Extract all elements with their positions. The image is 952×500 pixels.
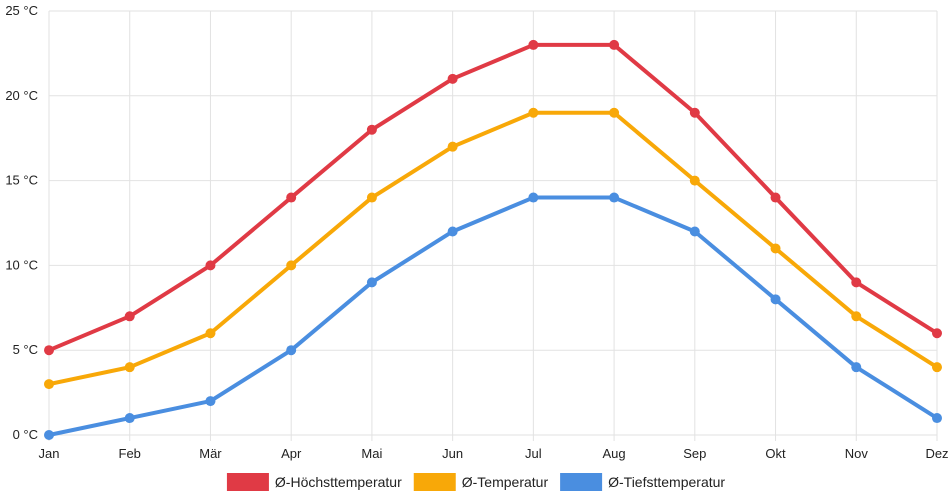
data-point[interactable] [447, 141, 458, 152]
data-point[interactable] [124, 413, 135, 424]
data-point[interactable] [851, 277, 862, 288]
data-point[interactable] [447, 73, 458, 84]
x-tick-label: Feb [119, 446, 141, 461]
data-point[interactable] [932, 328, 942, 339]
series-3 [44, 192, 942, 440]
y-tick-label: 25 °C [5, 3, 38, 18]
data-point[interactable] [447, 226, 458, 237]
data-point[interactable] [366, 277, 377, 288]
data-point[interactable] [609, 107, 620, 118]
legend-item[interactable]: Ø-Temperatur [413, 473, 549, 491]
x-tick-label: Jan [39, 446, 60, 461]
data-point[interactable] [851, 311, 862, 322]
legend-label: Ø-Höchsttemperatur [275, 474, 402, 490]
x-tick-label: Okt [765, 446, 786, 461]
series-line [47, 110, 939, 387]
data-point[interactable] [124, 311, 135, 322]
data-point[interactable] [609, 39, 620, 50]
data-point[interactable] [44, 379, 54, 390]
data-point[interactable] [366, 124, 377, 135]
legend-swatch [560, 473, 603, 491]
series-2 [44, 107, 942, 390]
data-point[interactable] [770, 294, 781, 305]
data-point[interactable] [205, 328, 216, 339]
x-tick-label: Aug [603, 446, 626, 461]
data-point[interactable] [205, 260, 216, 271]
data-point[interactable] [366, 192, 377, 203]
legend-swatch [226, 473, 269, 491]
data-point[interactable] [851, 362, 862, 373]
series-line [47, 42, 939, 353]
data-point[interactable] [528, 107, 539, 118]
legend-swatch [413, 473, 456, 491]
x-tick-label: Apr [281, 446, 302, 461]
legend-item[interactable]: Ø-Tiefsttemperatur [560, 473, 725, 491]
x-tick-label: Nov [845, 446, 869, 461]
data-point[interactable] [44, 430, 54, 440]
x-tick-label: Dez [925, 446, 948, 461]
data-point[interactable] [770, 192, 781, 203]
data-point[interactable] [609, 192, 620, 203]
y-tick-label: 5 °C [13, 342, 38, 357]
series-1 [44, 39, 942, 356]
data-point[interactable] [689, 226, 700, 237]
y-tick-label: 10 °C [5, 257, 38, 272]
data-point[interactable] [286, 192, 297, 203]
data-point[interactable] [124, 362, 135, 373]
y-tick-label: 15 °C [5, 173, 38, 188]
data-point[interactable] [770, 243, 781, 254]
data-point[interactable] [932, 413, 942, 424]
data-point[interactable] [689, 107, 700, 118]
data-point[interactable] [689, 175, 700, 186]
legend: Ø-Höchsttemperatur Ø-Temperatur Ø-Tiefstte… [226, 473, 725, 491]
x-tick-label: Mär [199, 446, 222, 461]
legend-label: Ø-Temperatur [462, 474, 549, 490]
data-point[interactable] [932, 362, 942, 373]
y-tick-label: 0 °C [13, 427, 38, 442]
x-tick-label: Jun [442, 446, 463, 461]
x-tick-label: Sep [683, 446, 706, 461]
axes: 0 °C 5 °C 10 °C 15 °C 20 °C 25 °C Jan Feb Mär Apr… [5, 3, 948, 461]
x-tick-label: Jul [525, 446, 542, 461]
data-point[interactable] [44, 345, 54, 356]
data-point[interactable] [528, 39, 539, 50]
series-line [47, 195, 939, 437]
legend-item[interactable]: Ø-Höchsttemperatur [226, 473, 402, 491]
x-tick-label: Mai [361, 446, 382, 461]
data-point[interactable] [286, 345, 297, 356]
data-point[interactable] [205, 396, 216, 407]
data-point[interactable] [286, 260, 297, 271]
legend-label: Ø-Tiefsttemperatur [608, 474, 725, 490]
data-point[interactable] [528, 192, 539, 203]
series-layer [44, 39, 942, 440]
y-tick-label: 20 °C [5, 88, 38, 103]
